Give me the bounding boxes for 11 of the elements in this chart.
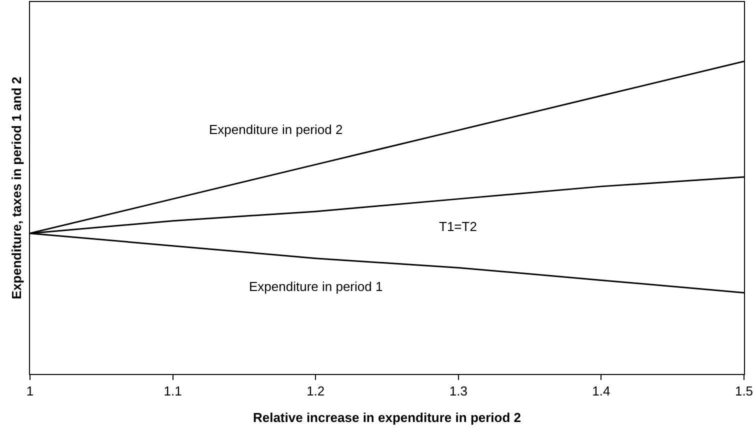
series-label: Expenditure in period 1	[249, 279, 383, 294]
series-label: Expenditure in period 2	[209, 122, 343, 137]
x-tick-label: 1.1	[164, 384, 182, 399]
y-axis-title: Expenditure, taxes in period 1 and 2	[8, 76, 24, 300]
x-axis-title: Relative increase in expenditure in period 2	[252, 410, 522, 426]
x-tick-label: 1.5	[734, 384, 754, 399]
x-tick-label: 1	[26, 384, 34, 399]
x-tick-label: 1.2	[306, 384, 325, 399]
x-tick-label: 1.3	[449, 384, 468, 399]
x-tick-label: 1.4	[592, 384, 610, 399]
series-label: T1=T2	[439, 219, 477, 234]
